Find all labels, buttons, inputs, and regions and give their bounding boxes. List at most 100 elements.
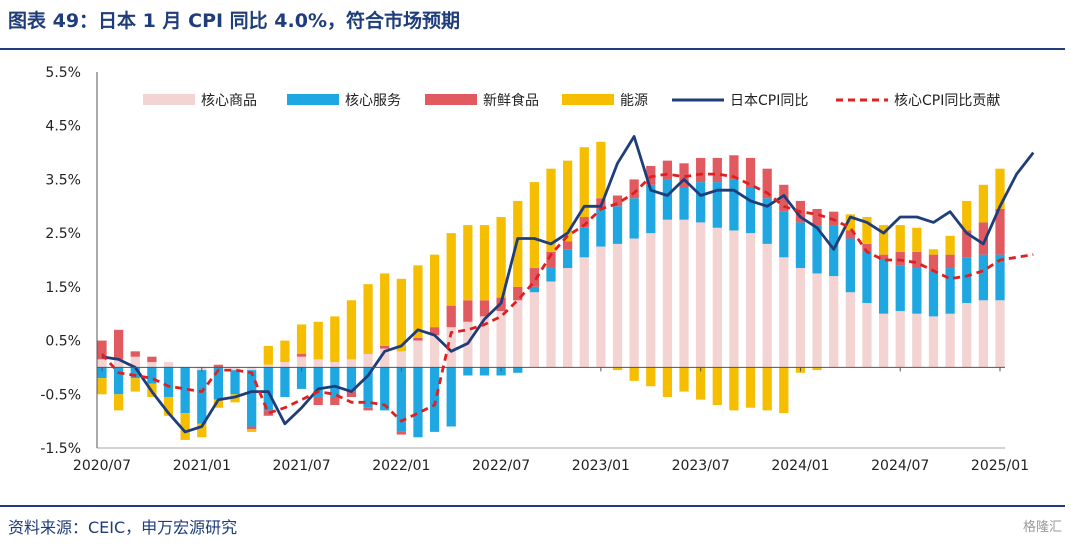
bar-energy xyxy=(895,225,905,252)
bar-core_services xyxy=(197,370,207,424)
bar-core_services xyxy=(745,187,756,234)
legend-swatch-core_services xyxy=(287,94,339,105)
bar-energy xyxy=(529,182,539,269)
bar-energy xyxy=(612,367,623,371)
bar-core_goods xyxy=(380,348,390,368)
x-tick-label: 2023/01 xyxy=(572,458,630,474)
bar-core_services xyxy=(629,198,639,239)
bar-energy xyxy=(280,340,290,363)
bar-energy xyxy=(363,284,373,354)
bar-core_goods xyxy=(529,292,539,368)
bar-core_services xyxy=(945,268,955,314)
bar-fresh_food xyxy=(928,254,939,271)
bar-energy xyxy=(762,367,772,411)
bar-energy xyxy=(779,367,789,414)
bar-core_services xyxy=(446,367,456,427)
bar-fresh_food xyxy=(247,426,257,430)
x-tick-label: 2023/07 xyxy=(672,458,730,474)
bar-core_services xyxy=(696,182,706,223)
bar-core_goods xyxy=(596,246,606,368)
bar-energy xyxy=(429,254,440,328)
bar-fresh_food xyxy=(463,300,473,322)
bar-energy xyxy=(180,413,190,440)
y-tick-label: 2.5% xyxy=(45,226,81,242)
bar-fresh_food xyxy=(978,222,988,255)
bar-core_goods xyxy=(878,313,889,368)
bar-core_goods xyxy=(130,356,140,368)
bar-fresh_food xyxy=(696,157,706,183)
bar-energy xyxy=(313,321,323,360)
bar-core_goods xyxy=(912,313,922,368)
x-tick-label: 2022/01 xyxy=(372,458,430,474)
bar-fresh_food xyxy=(513,286,523,301)
bar-core_goods xyxy=(895,311,905,368)
bar-core_services xyxy=(513,367,523,373)
bar-core_goods xyxy=(978,300,988,368)
top-rule xyxy=(0,48,1065,50)
bar-fresh_food xyxy=(346,391,357,397)
bar-fresh_food xyxy=(945,254,955,269)
axes: -1.5% -0.5% 0.5% 1.5% 2.5% 3.5% 4.5% 5.5% 2020/0… xyxy=(40,65,1029,474)
bar-core_goods xyxy=(330,362,340,368)
bar-core_services xyxy=(862,251,872,303)
x-tick-label: 2025/01 xyxy=(971,458,1029,474)
bar-core_services xyxy=(114,367,124,395)
bar-core_goods xyxy=(662,219,673,368)
bar-core_goods xyxy=(346,359,357,368)
bar-energy xyxy=(163,396,174,416)
y-tick-label: 3.5% xyxy=(45,172,81,188)
bar-core_goods xyxy=(280,362,290,368)
bar-fresh_food xyxy=(130,351,140,357)
x-tick-label: 2024/01 xyxy=(771,458,829,474)
bar-fresh_food xyxy=(612,195,623,207)
y-tick-label: -1.5% xyxy=(40,441,81,457)
bar-core_services xyxy=(363,367,373,408)
bar-fresh_food xyxy=(563,241,573,250)
bar-core_services xyxy=(895,265,905,312)
bar-core_services xyxy=(429,367,440,432)
bar-core_goods xyxy=(845,292,855,368)
bar-energy xyxy=(446,233,456,306)
bar-core_services xyxy=(529,286,539,293)
bar-energy xyxy=(729,367,739,411)
bar-fresh_food xyxy=(878,254,889,260)
bar-core_services xyxy=(280,367,290,397)
legend-swatch-energy xyxy=(562,94,614,105)
bar-core_goods xyxy=(679,219,689,368)
bar-core_services xyxy=(812,225,822,274)
bar-fresh_food xyxy=(296,354,307,357)
bar-core_services xyxy=(712,182,722,228)
bar-fresh_food xyxy=(396,431,406,435)
bar-energy xyxy=(679,367,689,392)
bar-core_services xyxy=(230,370,240,395)
bar-core_services xyxy=(845,238,855,293)
bar-energy xyxy=(296,324,307,354)
legend-label-core: 核心CPI同比贡献 xyxy=(894,93,1000,109)
bar-fresh_food xyxy=(97,340,107,360)
bar-core_services xyxy=(247,370,257,427)
bar-core_goods xyxy=(729,230,739,368)
line-core xyxy=(100,172,1034,423)
bar-fresh_food xyxy=(446,305,456,328)
bar-core_goods xyxy=(745,233,756,368)
bar-energy xyxy=(696,367,706,400)
bar-core_goods xyxy=(296,356,307,368)
bar-fresh_food xyxy=(995,208,1005,255)
bar-core_goods xyxy=(546,281,556,368)
legend-label-energy: 能源 xyxy=(620,93,648,109)
legend-label-headline: 日本CPI同比 xyxy=(730,93,808,109)
bar-energy xyxy=(995,168,1005,209)
bar-energy xyxy=(346,300,357,360)
bar-fresh_food xyxy=(845,230,855,239)
bar-core_goods xyxy=(230,367,240,371)
bar-core_goods xyxy=(945,313,955,368)
bar-energy xyxy=(114,394,124,411)
bar-fresh_food xyxy=(413,337,423,341)
bar-fresh_food xyxy=(729,155,739,180)
bar-fresh_food xyxy=(712,157,722,183)
bar-energy xyxy=(928,249,939,255)
bar-energy xyxy=(945,235,955,255)
bar-core_goods xyxy=(563,268,573,368)
bar-core_goods xyxy=(396,351,406,368)
bar-energy xyxy=(247,429,257,432)
